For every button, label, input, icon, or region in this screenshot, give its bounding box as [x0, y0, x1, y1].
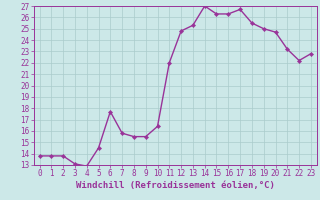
- X-axis label: Windchill (Refroidissement éolien,°C): Windchill (Refroidissement éolien,°C): [76, 181, 275, 190]
